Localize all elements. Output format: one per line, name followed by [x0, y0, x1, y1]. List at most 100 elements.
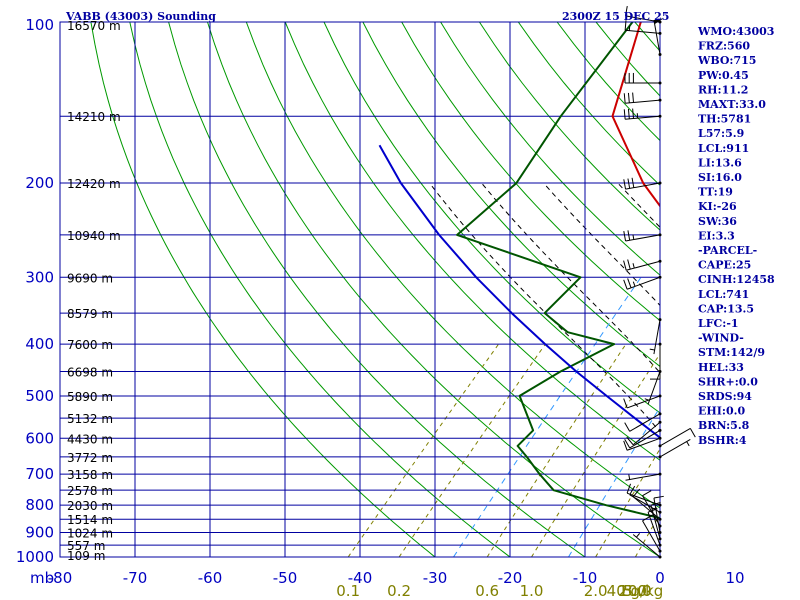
pressure-tick-label: 500	[25, 387, 54, 405]
pressure-tick-label: 300	[25, 268, 54, 286]
dry-adiabat-line	[90, 22, 436, 557]
wind-barb-flag	[631, 177, 635, 188]
wind-barb-flag	[632, 108, 634, 119]
pressure-tick-label: 600	[25, 429, 54, 447]
dry-adiabat-line	[284, 22, 660, 461]
wind-barb-flag	[624, 20, 627, 31]
wind-barb-flag	[632, 92, 634, 103]
wind-barb-base	[658, 537, 662, 541]
series-layer	[378, 22, 660, 520]
wind-barb-flag	[627, 230, 631, 241]
wind-barb	[623, 92, 662, 104]
index-item: EHI:0.0	[698, 405, 745, 418]
wind-barb-staff	[642, 495, 661, 527]
wind-barb-base	[658, 259, 662, 263]
index-item: SHR+:0.0	[698, 375, 758, 388]
wind-barb-flag	[627, 278, 632, 288]
wind-barb-staff	[625, 15, 661, 23]
height-label: 16570 m	[67, 19, 121, 33]
index-item: WMO:43003	[697, 25, 774, 38]
wind-barb-flag	[629, 485, 636, 496]
dry-adiabat-line	[168, 22, 586, 557]
mixing-ratio-label: 1.0	[520, 582, 544, 600]
pressure-tick-label: 900	[25, 524, 54, 542]
wind-barb-staff	[659, 427, 691, 447]
wind-barb-flag	[623, 260, 627, 271]
wind-barb-staff	[629, 430, 661, 449]
dry-adiabat-line	[245, 22, 660, 509]
temperature-tick-label: -10	[573, 569, 598, 587]
index-item: PW:0.45	[698, 69, 749, 82]
mixing-ratio-label: 10.0	[618, 582, 651, 600]
height-label: 109 m	[67, 549, 105, 563]
wind-barb-base	[658, 436, 662, 440]
wind-barb-half-flag	[632, 263, 635, 269]
height-label: 4430 m	[67, 432, 113, 446]
pressure-axis: 100 200 300 400 500 600 700 800 900 1000	[16, 16, 54, 566]
temperature-tick-label: 0	[655, 569, 665, 587]
height-label: 7600 m	[67, 338, 113, 352]
wind-barb-flag	[623, 109, 626, 120]
height-label: 6698 m	[67, 365, 113, 379]
wind-barb-base	[658, 524, 662, 528]
wind-barb-base	[658, 428, 662, 432]
index-item: LCL:741	[698, 288, 749, 301]
wind-barb-flag	[627, 259, 631, 270]
wind-barb-staff	[626, 437, 661, 451]
wind-barb	[626, 420, 662, 446]
wind-barb-flag	[623, 440, 628, 451]
wind-barb-base	[658, 420, 662, 424]
wind-barb-base	[658, 342, 662, 346]
index-item: MAXT:33.0	[698, 98, 766, 111]
temperature-tick-label: -40	[348, 569, 373, 587]
height-label: 9690 m	[67, 271, 113, 285]
wind-barb-staff	[625, 29, 661, 34]
wind-barb-base	[658, 531, 662, 535]
wind-barb-half-flag	[649, 348, 655, 351]
index-item: CAP:13.5	[698, 302, 754, 315]
wind-barb-base	[658, 181, 662, 185]
wind-barb-flag	[624, 439, 631, 449]
index-item: FRZ:560	[698, 40, 750, 53]
wind-barb-staff	[626, 276, 661, 290]
height-label: 2578 m	[67, 484, 113, 498]
wind-barb-base	[658, 543, 662, 547]
mixing-ratio-label: 20.0	[618, 582, 651, 600]
plot-frame	[59, 21, 661, 558]
wind-barb-base	[658, 455, 662, 459]
height-label: 3158 m	[67, 468, 113, 482]
wind-barb-layer	[623, 5, 696, 559]
temperature-tick-label: -60	[198, 569, 223, 587]
wind-barb-staff	[625, 99, 661, 104]
wind-barb-base	[658, 549, 662, 553]
temperature-axis: -80-70-60-50-40-30-20-10010203040	[48, 569, 745, 587]
wind-barb-staff	[632, 534, 661, 558]
wind-barb-staff	[629, 494, 661, 513]
wind-barb-staff	[626, 492, 661, 506]
wind-barb	[642, 490, 662, 528]
index-item: STM:142/9	[698, 346, 765, 359]
wind-barb-staff	[647, 371, 661, 405]
temperature-tick-label: -80	[48, 569, 73, 587]
wind-barb	[624, 428, 662, 449]
blue-dashed-guide-line	[453, 277, 642, 557]
height-label: 557 m	[67, 539, 105, 553]
wind-barb	[658, 438, 691, 459]
index-item: -WIND-	[698, 332, 744, 345]
pressure-tick-label: 200	[25, 174, 54, 192]
wind-barb-staff	[626, 395, 661, 409]
wind-barb-staff	[625, 115, 661, 120]
wind-barb	[649, 318, 662, 355]
wind-barb-base	[658, 444, 662, 448]
wind-barb-half-flag	[636, 533, 641, 538]
wind-barb-half-flag	[628, 474, 631, 480]
wind-barb	[624, 72, 662, 85]
wind-barb-staff	[647, 512, 661, 546]
index-item: TH:5781	[698, 113, 751, 126]
wind-barb	[625, 5, 662, 24]
wind-barb-flag	[642, 490, 652, 497]
pressure-unit-label: mb	[30, 569, 54, 587]
dry-adiabat-line	[362, 22, 660, 368]
